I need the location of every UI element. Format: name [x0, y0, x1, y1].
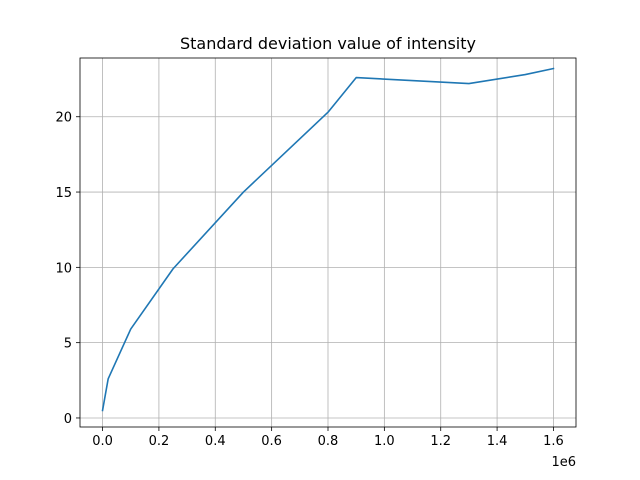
y-tick-label: 20 [55, 111, 72, 126]
x-tick-label: 0.0 [92, 434, 113, 449]
x-axis-offset-label: 1e6 [551, 455, 576, 470]
x-tick-label: 0.2 [149, 434, 170, 449]
y-tick-label: 10 [55, 261, 72, 276]
chart-title: Standard deviation value of intensity [180, 34, 476, 53]
x-tick-label: 1.6 [543, 434, 564, 449]
x-tick-label: 1.0 [374, 434, 395, 449]
series-line [101, 67, 555, 412]
grid [80, 58, 576, 427]
y-tick-label: 15 [55, 186, 72, 201]
tick-layer: 0.0 0.2 0.4 0.6 0.8 1.0 1.2 1.4 1.6 0 5 10 15 20 [55, 111, 563, 449]
y-tick-label: 0 [64, 412, 72, 427]
x-tick-label: 0.8 [318, 434, 339, 449]
x-tick-label: 1.2 [430, 434, 451, 449]
series-layer [101, 67, 555, 412]
x-tick-label: 0.6 [261, 434, 282, 449]
x-tick-label: 1.4 [487, 434, 508, 449]
y-tick-label: 5 [64, 337, 72, 352]
x-tick-label: 0.4 [205, 434, 226, 449]
